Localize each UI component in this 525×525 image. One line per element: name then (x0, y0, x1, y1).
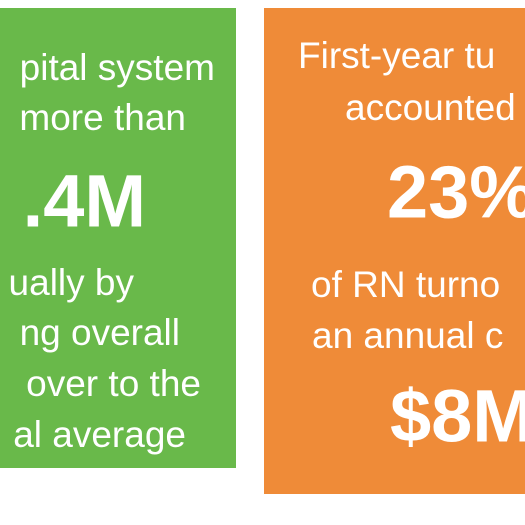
green-panel (0, 8, 236, 468)
text-line: an annual c (312, 315, 503, 356)
stat: $8M (390, 375, 525, 458)
text-line: First-year tu (298, 35, 495, 76)
right-text: First-year tu accounted 23% of RN turno … (298, 35, 525, 458)
stat: .4M (23, 160, 146, 243)
text-line: over to the (26, 363, 201, 404)
orange-panel (264, 8, 525, 494)
text-line: more than (19, 97, 186, 138)
text-line: ng overall (20, 312, 180, 353)
text-line: ually by (9, 262, 135, 303)
text-line: al average (13, 414, 186, 455)
stat: 23% (387, 151, 525, 234)
text-line: pital system (20, 47, 215, 88)
text-line: of RN turno (311, 264, 500, 305)
text-line: accounted (345, 87, 516, 128)
left-text: pital system more than .4M ually by ng o… (9, 47, 215, 455)
